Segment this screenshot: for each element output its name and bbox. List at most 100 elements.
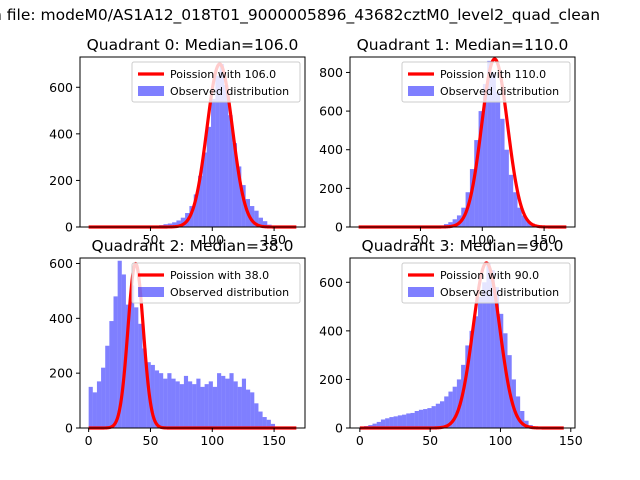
y-tick-label: 400	[49, 311, 73, 326]
histogram-bar	[482, 282, 487, 428]
histogram-bar	[196, 378, 201, 428]
legend-entry-curve: Poission with 106.0	[170, 68, 276, 81]
histogram-bar	[254, 403, 259, 428]
histogram-bar	[215, 75, 220, 228]
histogram-bar	[159, 373, 164, 428]
y-tick-label: 400	[319, 323, 343, 338]
histogram-bar	[521, 215, 527, 227]
panel-quadrant-3: Quadrant 3: Median=90.0 0 50 100 150 0 200 400 6…	[319, 237, 583, 448]
x-tick-label: 100	[489, 433, 513, 448]
histogram-bar	[134, 307, 139, 428]
histogram-bar	[221, 375, 226, 428]
panel-title: Quadrant 2: Median=38.0	[92, 237, 294, 255]
legend-entry-histogram: Observed distribution	[440, 286, 559, 299]
histogram-bar	[138, 323, 143, 428]
histogram-bar	[524, 420, 529, 428]
histogram-bar	[414, 411, 419, 428]
x-tick-label: 50	[143, 232, 159, 247]
histogram-bar	[130, 285, 135, 428]
panel-title: Quadrant 3: Median=90.0	[362, 237, 564, 255]
y-tick-label: 200	[49, 366, 73, 381]
histogram-bar	[109, 321, 114, 428]
histogram-bar	[526, 221, 531, 227]
y-tick-label: 0	[65, 220, 73, 235]
y-tick-label: 200	[319, 181, 343, 196]
histogram-bar	[376, 421, 381, 428]
histogram-bar	[193, 194, 199, 227]
histogram-bar	[125, 304, 131, 428]
panel-quadrant-2: Quadrant 2: Median=38.0 0 50 100 150 0 200 400 6…	[49, 237, 306, 448]
histogram-bar	[491, 72, 496, 227]
histogram-bar	[237, 386, 242, 428]
panel-quadrant-0: Quadrant 0: Median=106.0 50 100 150 0 200 400 6…	[49, 36, 306, 247]
histogram-bar	[474, 140, 479, 227]
histogram-bar	[96, 381, 102, 428]
histogram-bar	[469, 330, 474, 428]
histogram-bar	[154, 370, 160, 428]
histogram-bar	[499, 313, 504, 428]
histogram-bar	[188, 381, 193, 428]
histogram-bar	[478, 111, 483, 227]
histogram-bar	[101, 367, 106, 428]
histogram-bar	[423, 409, 428, 428]
histogram-bars	[435, 60, 544, 228]
histogram-bar	[372, 423, 377, 428]
histogram-bar	[452, 219, 457, 227]
legend-box	[401, 61, 571, 103]
histogram-bars	[88, 260, 296, 428]
legend-box	[131, 61, 301, 103]
legend-entry-histogram: Observed distribution	[170, 286, 289, 299]
histogram-bar	[520, 411, 525, 428]
histogram-bar	[262, 417, 267, 428]
histogram-bar	[219, 63, 225, 228]
histogram-bar	[487, 60, 492, 228]
histogram-bar	[163, 378, 168, 428]
histogram-bar	[452, 386, 457, 428]
histogram-bar	[179, 384, 184, 428]
legend-box	[401, 262, 571, 304]
histogram-bar	[217, 373, 222, 428]
histogram-bar	[254, 210, 259, 227]
histogram-bar	[211, 98, 216, 227]
axes-frame	[79, 257, 306, 429]
panel-title: Quadrant 1: Median=110.0	[357, 36, 569, 54]
histogram-bar	[389, 417, 394, 428]
legend-entry-curve: Poission with 110.0	[440, 68, 546, 81]
histogram-bar	[200, 386, 205, 428]
histogram-bar	[440, 401, 445, 428]
histogram-bar	[258, 217, 263, 227]
histogram-bar	[117, 260, 122, 428]
x-tick-label: 100	[200, 433, 224, 448]
y-tick-label: 200	[319, 372, 343, 387]
histogram-bar	[172, 222, 177, 227]
histogram-bar	[513, 192, 518, 227]
legend-bar-swatch	[138, 287, 164, 297]
figure-suptitle-text: n file: modeM0/AS1A12_018T01_9000005896_…	[0, 6, 601, 24]
legend: Poission with 110.0 Observed distribution	[401, 61, 571, 103]
histogram-bar	[167, 373, 172, 428]
legend-bar-swatch	[408, 287, 434, 297]
histogram-bar	[258, 411, 263, 428]
histogram-bar	[150, 364, 155, 428]
histogram-bar	[397, 415, 403, 428]
histogram-bar	[477, 296, 483, 428]
histogram-bar	[266, 419, 271, 428]
histogram-bar	[241, 378, 247, 428]
legend-box	[131, 262, 301, 304]
histogram-bar	[232, 143, 238, 227]
y-tick-label: 600	[49, 256, 73, 271]
y-tick-label: 200	[49, 173, 73, 188]
histogram-bar	[435, 403, 440, 428]
legend: Poission with 106.0 Observed distribution	[131, 61, 301, 103]
legend-entry-histogram: Observed distribution	[440, 85, 559, 98]
histogram-bar	[270, 423, 276, 428]
x-tick-label: 150	[262, 433, 286, 448]
histogram-bar	[406, 413, 411, 428]
histogram-bar	[503, 333, 508, 428]
histogram-bar	[206, 126, 212, 227]
histogram-bar	[393, 416, 398, 428]
legend-bar-swatch	[408, 86, 434, 96]
legend-bar-swatch	[138, 86, 164, 96]
histogram-bar	[385, 418, 390, 428]
histogram-bar	[504, 149, 509, 227]
